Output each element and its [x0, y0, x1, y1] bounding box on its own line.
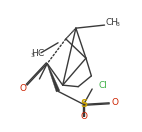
Text: O: O: [111, 98, 118, 107]
Polygon shape: [47, 63, 60, 92]
Text: 3: 3: [31, 53, 35, 58]
Text: O: O: [80, 112, 87, 121]
Text: Cl: Cl: [98, 81, 107, 90]
Text: C: C: [38, 49, 44, 58]
Text: S: S: [80, 99, 87, 109]
Text: CH: CH: [105, 18, 118, 27]
Text: H: H: [31, 49, 38, 58]
Text: 3: 3: [115, 22, 119, 27]
Text: O: O: [20, 84, 27, 93]
